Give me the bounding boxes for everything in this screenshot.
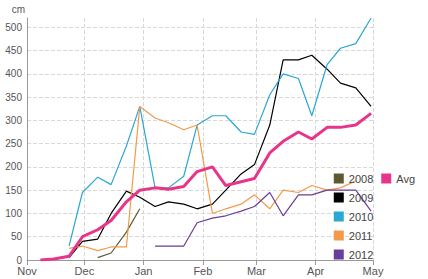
svg-text:50: 50	[11, 231, 23, 242]
svg-text:500: 500	[5, 22, 22, 33]
svg-text:200: 200	[5, 161, 22, 172]
svg-text:2009: 2009	[349, 192, 373, 204]
svg-text:Apr: Apr	[307, 265, 324, 277]
svg-text:100: 100	[5, 208, 22, 219]
svg-text:2008: 2008	[349, 173, 373, 185]
svg-text:150: 150	[5, 185, 22, 196]
svg-text:300: 300	[5, 115, 22, 126]
svg-text:2011: 2011	[349, 230, 373, 242]
svg-text:May: May	[363, 265, 384, 277]
svg-text:Mar: Mar	[247, 265, 266, 277]
svg-text:Dec: Dec	[75, 265, 95, 277]
svg-text:cm: cm	[12, 4, 25, 15]
svg-text:Feb: Feb	[193, 265, 212, 277]
svg-text:450: 450	[5, 45, 22, 56]
svg-text:2012: 2012	[349, 249, 373, 261]
svg-text:2010: 2010	[349, 211, 373, 223]
svg-text:Avg: Avg	[396, 173, 415, 185]
svg-text:Nov: Nov	[17, 265, 37, 277]
svg-text:350: 350	[5, 92, 22, 103]
svg-text:Jan: Jan	[135, 265, 153, 277]
svg-text:400: 400	[5, 68, 22, 79]
svg-text:250: 250	[5, 138, 22, 149]
svg-text:0: 0	[16, 254, 22, 266]
